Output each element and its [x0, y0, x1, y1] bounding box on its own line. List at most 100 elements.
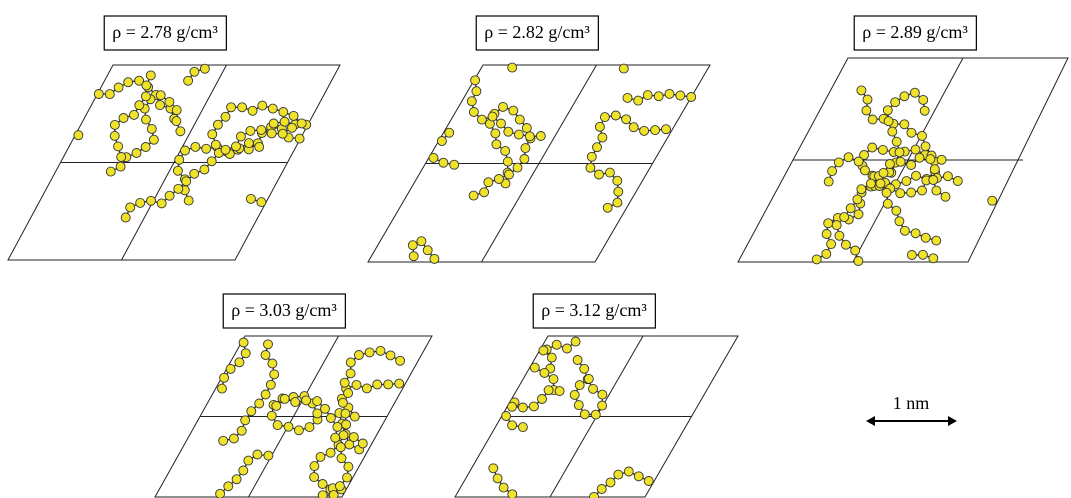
atoms: [216, 338, 405, 498]
atom: [988, 196, 997, 205]
atom: [900, 226, 909, 235]
atom: [521, 144, 530, 153]
atom: [74, 131, 83, 140]
atom: [247, 407, 256, 416]
atom: [900, 120, 909, 129]
atom: [342, 420, 351, 429]
atom: [932, 186, 941, 195]
atom: [338, 398, 347, 407]
atom: [907, 161, 916, 170]
atom: [595, 122, 604, 131]
atom: [477, 115, 486, 124]
atom: [613, 176, 622, 185]
atom: [346, 358, 355, 367]
atom: [494, 175, 503, 184]
atom: [883, 106, 892, 115]
atom: [173, 166, 182, 175]
atom: [147, 196, 156, 205]
atom: [289, 111, 298, 120]
density-label: ρ = 2.89 g/cm³: [862, 22, 968, 42]
atom: [141, 92, 150, 101]
density-label: ρ = 3.12 g/cm³: [541, 300, 647, 320]
atom: [268, 359, 277, 368]
atom: [563, 344, 572, 353]
density-label-box: ρ = 2.89 g/cm³: [854, 16, 976, 50]
atom: [888, 127, 897, 136]
atom: [157, 199, 166, 208]
atom: [907, 128, 916, 137]
atom: [598, 390, 607, 399]
atom: [295, 134, 304, 143]
atom: [326, 414, 335, 423]
atom: [255, 142, 264, 151]
atom: [126, 203, 135, 212]
atom: [538, 395, 547, 404]
atom: [508, 402, 517, 411]
structure-panel: [155, 336, 432, 498]
atom: [469, 191, 478, 200]
atom: [340, 378, 349, 387]
bonds: [99, 69, 306, 218]
atom: [883, 199, 892, 208]
atom: [614, 187, 623, 196]
atom: [227, 103, 236, 112]
atom: [640, 126, 649, 135]
atom: [911, 145, 920, 154]
atom: [895, 148, 904, 157]
density-label-box: ρ = 2.78 g/cm³: [104, 16, 226, 50]
structure-panel: [455, 336, 738, 498]
atom: [346, 369, 355, 378]
atom: [900, 92, 909, 101]
atom: [857, 86, 866, 95]
atom: [220, 373, 229, 382]
atom: [258, 101, 267, 110]
atom: [221, 112, 230, 121]
atom: [493, 474, 502, 483]
atom: [834, 158, 843, 167]
atom: [445, 128, 454, 137]
atom: [930, 165, 939, 174]
atom: [920, 106, 929, 115]
atom: [907, 188, 916, 197]
atom: [305, 423, 314, 432]
atom: [937, 155, 946, 164]
atom: [921, 233, 930, 242]
atom: [469, 108, 478, 117]
atom: [362, 384, 371, 393]
atom: [174, 184, 183, 193]
atom: [297, 119, 306, 128]
atom: [861, 166, 870, 175]
atom: [284, 422, 293, 431]
atom: [895, 217, 904, 226]
atom: [574, 401, 583, 410]
atom: [331, 433, 340, 442]
atom: [272, 401, 281, 410]
atom: [502, 412, 511, 421]
atom: [232, 475, 241, 484]
atom: [278, 129, 287, 138]
atom: [229, 434, 238, 443]
atom: [207, 157, 216, 166]
atom: [892, 206, 901, 215]
atom: [149, 135, 158, 144]
atom: [257, 198, 266, 207]
atom: [116, 162, 125, 171]
atom: [121, 213, 130, 222]
atom: [339, 431, 348, 440]
atom: [226, 364, 235, 373]
atom: [918, 131, 927, 140]
atom: [110, 131, 119, 140]
atom: [246, 126, 255, 135]
atom: [932, 236, 941, 245]
atom: [513, 163, 522, 172]
atom: [130, 110, 139, 119]
atom: [349, 433, 358, 442]
atom: [318, 480, 327, 489]
atom: [614, 470, 623, 479]
atom: [863, 95, 872, 104]
atom: [676, 91, 685, 100]
atom: [841, 240, 850, 249]
atom: [525, 132, 534, 141]
atom: [280, 117, 289, 126]
atom: [587, 152, 596, 161]
